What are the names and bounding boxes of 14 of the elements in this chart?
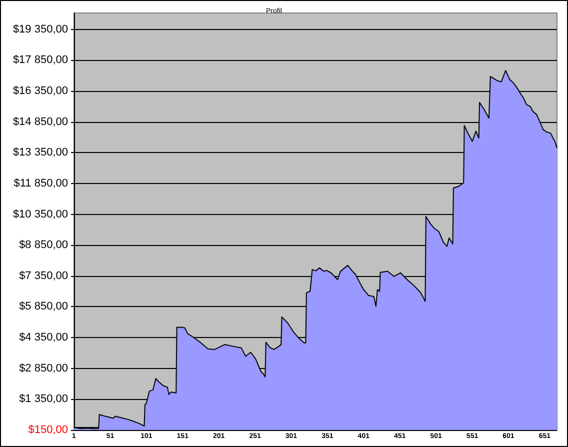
y-tick-label: $11 850,00 xyxy=(14,177,68,190)
y-tick-label: $17 850,00 xyxy=(12,54,68,66)
y-tick-label: $2 850,00 xyxy=(19,362,68,374)
y-tick-label: $8 850,00 xyxy=(19,239,68,252)
y-tick-label: $4 350,00 xyxy=(19,332,68,344)
y-tick-label: $19 350,00 xyxy=(12,23,68,36)
y-tick-label: $7 350,00 xyxy=(19,270,68,282)
y-tick-label: $14 850,00 xyxy=(12,116,68,128)
y-tick-label: $150,00 xyxy=(28,424,68,436)
y-tick-label: $13 350,00 xyxy=(12,146,68,159)
y-tick-label: $16 350,00 xyxy=(12,85,68,98)
y-tick-label: $1 350,00 xyxy=(19,393,68,406)
y-tick-label: $5 850,00 xyxy=(19,300,68,313)
y-tick-label: $10 350,00 xyxy=(12,208,68,220)
